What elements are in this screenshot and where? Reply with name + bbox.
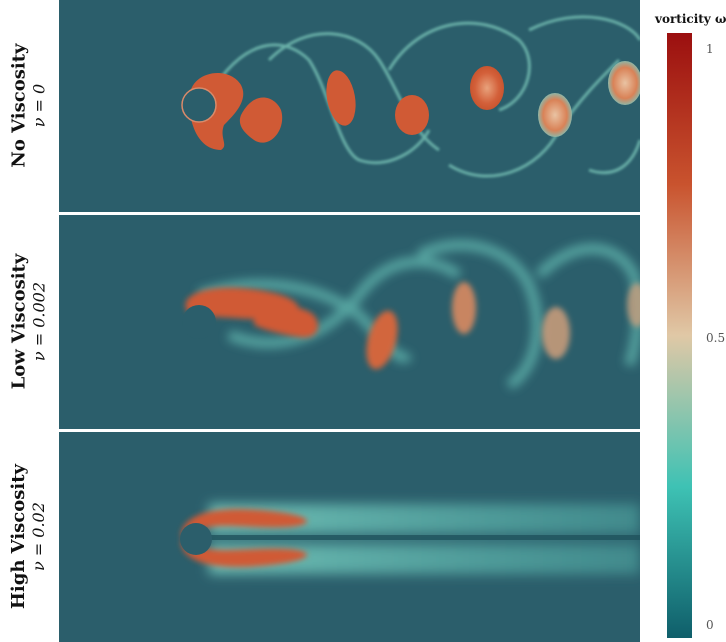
- colorbar-tick-mid: 0.5: [706, 331, 726, 345]
- panel-param: ν = 0.02: [29, 502, 49, 572]
- panel-title: High Viscosity: [8, 464, 30, 610]
- shear-layer: [588, 139, 640, 175]
- row-label-high-viscosity: High Viscosity ν = 0.02: [0, 432, 58, 642]
- vortex: [470, 66, 504, 110]
- row-label-low-viscosity: Low Viscosity ν = 0.002: [0, 215, 58, 429]
- vortex: [395, 95, 429, 135]
- vortex: [181, 509, 308, 538]
- panel-title: Low Viscosity: [8, 254, 30, 390]
- colorbar-tick-max: 1: [706, 42, 714, 56]
- shear-layer: [535, 243, 640, 367]
- shear-layer: [227, 256, 462, 348]
- vortex: [627, 283, 640, 327]
- cylinder: [181, 87, 217, 123]
- cylinder: [180, 523, 212, 555]
- wake-centerline: [209, 535, 640, 540]
- flow-background: [59, 215, 640, 429]
- cylinder: [182, 305, 216, 339]
- colorbar-title: vorticity ω: [655, 12, 726, 26]
- panel-param: ν = 0.002: [29, 282, 49, 362]
- vortex: [254, 306, 319, 338]
- shear-layer: [387, 21, 531, 112]
- vortex: [542, 307, 570, 359]
- vortex-group: [189, 61, 640, 150]
- vortex: [181, 540, 308, 567]
- vortex: [239, 97, 283, 143]
- panel-no-viscosity: [59, 0, 640, 212]
- panel-param: ν = 0: [29, 84, 49, 128]
- vortex: [366, 310, 398, 370]
- vortex: [538, 93, 572, 137]
- panel-title: No Viscosity: [8, 43, 30, 169]
- colorbar: [667, 33, 692, 638]
- shear-layer: [416, 240, 543, 390]
- colorbar-tick-min: 0: [706, 618, 714, 632]
- row-label-no-viscosity: No Viscosity ν = 0: [0, 0, 58, 212]
- vorticity-field-low: [59, 215, 640, 429]
- vorticity-field-high: [59, 432, 640, 642]
- panel-high-viscosity: [59, 432, 640, 642]
- vorticity-field-inviscid: [59, 0, 640, 212]
- panel-low-viscosity: [59, 215, 640, 429]
- shear-layer: [528, 15, 640, 41]
- vortex: [452, 282, 476, 334]
- vortex: [608, 61, 640, 105]
- vortex: [326, 70, 356, 126]
